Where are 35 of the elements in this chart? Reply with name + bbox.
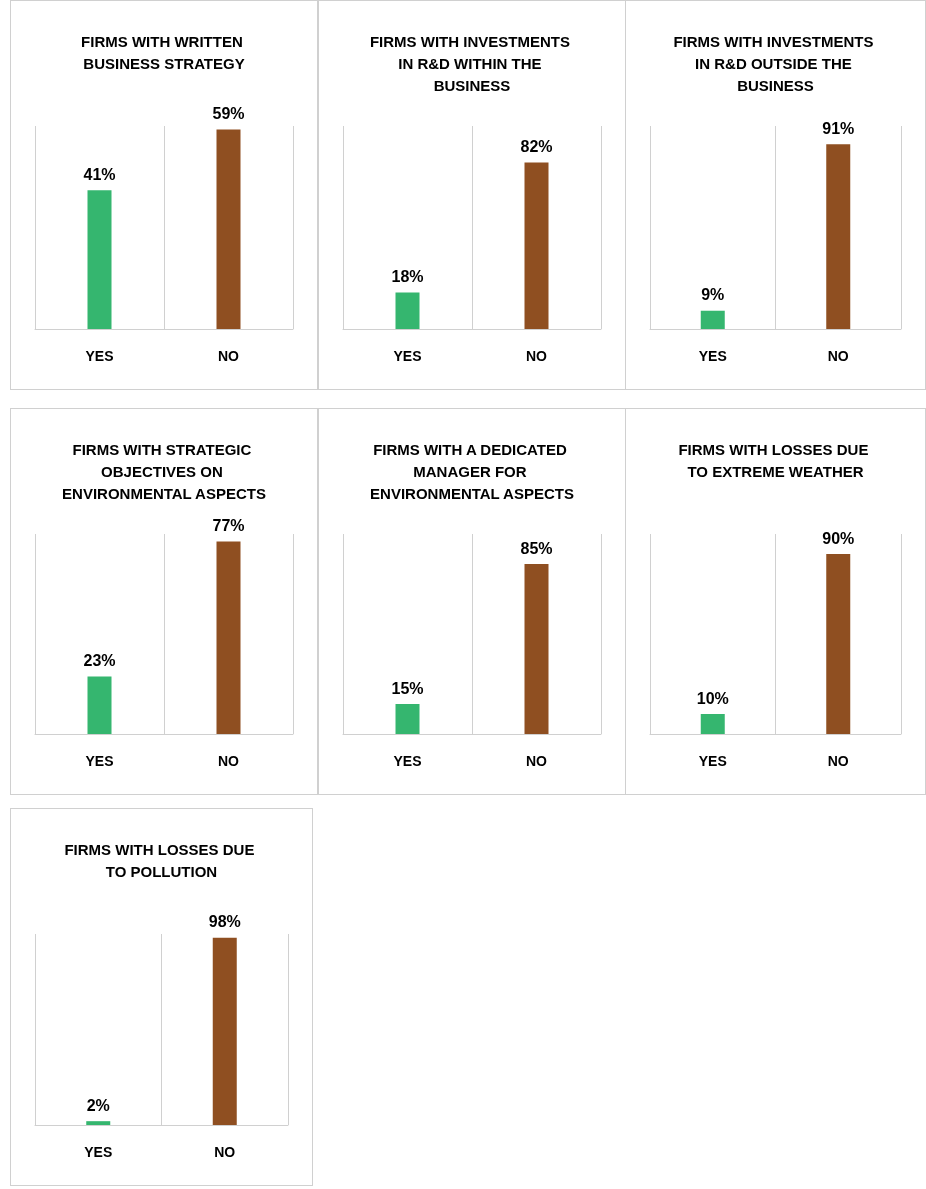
data-label: 59% <box>212 104 245 122</box>
chart-title: FIRMS WITH A DEDICATED MANAGER FOR ENVIRONMENTAL ASPECTS <box>370 440 574 502</box>
chart-title: FIRMS WITH INVESTMENTS IN R&D OUTSIDE THE BUSINESS <box>673 32 878 94</box>
data-label: 9% <box>701 286 725 304</box>
x-tick-label: YES <box>393 753 422 769</box>
x-tick-label: NO <box>827 753 849 769</box>
data-label: 98% <box>208 913 241 931</box>
chart-title: FIRMS WITH LOSSES DUE TO EXTREME WEATHER <box>678 440 873 480</box>
x-tick-label: NO <box>218 348 240 364</box>
x-tick-label: NO <box>526 348 548 364</box>
x-tick-label: YES <box>698 753 727 769</box>
x-tick-label: YES <box>84 1144 113 1160</box>
data-label: 2% <box>86 1096 110 1114</box>
chart-title: FIRMS WITH STRATEGIC OBJECTIVES ON ENVIRONMENTAL ASPECTS <box>62 440 266 502</box>
x-tick-label: YES <box>85 753 114 769</box>
x-tick-label: YES <box>698 348 727 364</box>
x-tick-label: NO <box>218 753 240 769</box>
x-tick-label: NO <box>526 753 548 769</box>
data-label: 10% <box>696 689 729 707</box>
x-tick-label: NO <box>214 1144 236 1160</box>
data-label: 90% <box>822 529 855 547</box>
x-tick-label: YES <box>393 348 422 364</box>
data-label: 41% <box>83 165 116 183</box>
data-label: 91% <box>822 119 855 137</box>
chart-title: FIRMS WITH LOSSES DUE TO POLLUTION <box>64 840 259 880</box>
data-label: 15% <box>391 679 424 697</box>
x-tick-label: YES <box>85 348 114 364</box>
data-label: 82% <box>520 138 553 156</box>
data-label: 85% <box>520 539 553 557</box>
chart-title: FIRMS WITH WRITTEN BUSINESS STRATEGY <box>81 32 247 72</box>
x-tick-label: NO <box>827 348 849 364</box>
data-label: 18% <box>391 267 424 285</box>
data-label: 77% <box>212 517 245 534</box>
data-label: 23% <box>83 652 116 669</box>
chart-title: FIRMS WITH INVESTMENTS IN R&D WITHIN THE BUSINESS <box>369 32 575 94</box>
